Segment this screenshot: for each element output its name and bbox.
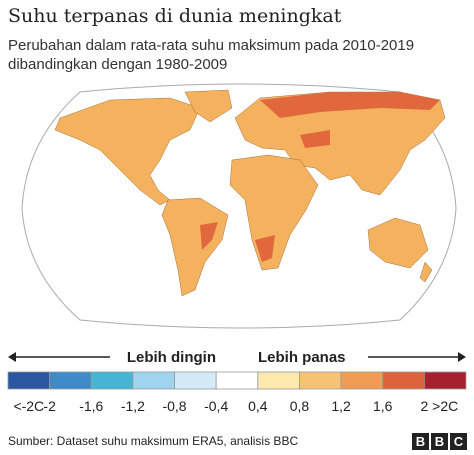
legend-swatch: [257, 371, 300, 390]
legend-end-label: >2C: [432, 398, 458, 414]
legend-tick-label: -0,4: [204, 398, 228, 414]
logo-box: [431, 433, 448, 450]
colder-label: Lebih dingin: [127, 349, 216, 366]
legend-tick-label: 0,8: [290, 398, 310, 414]
title: Suhu terpanas di dunia meningkat: [8, 5, 342, 27]
logo-box: [450, 433, 467, 450]
source: Sumber: Dataset suhu maksimum ERA5, anal…: [8, 434, 298, 448]
legend-swatch: [174, 371, 217, 390]
map: [21, 83, 457, 329]
legend-swatch: [340, 371, 384, 390]
subtitle: dibandingkan dengan 1980-2009: [8, 56, 227, 73]
legend-swatch: [7, 371, 51, 390]
legend-swatch: [132, 371, 175, 390]
legend-swatch: [49, 371, 92, 390]
subtitle: Perubahan dalam rata-rata suhu maksimum …: [8, 37, 414, 54]
legend-tick-label: 1,2: [331, 398, 351, 414]
legend-swatch: [299, 371, 342, 390]
logo-letter: B: [435, 434, 444, 449]
legend-end-label: <-2C: [13, 398, 44, 414]
legend-tick-label: -2: [43, 398, 56, 414]
legend-swatch: [90, 371, 134, 390]
legend-tick-label: 2: [420, 398, 428, 414]
logo-letter: B: [416, 434, 425, 449]
legend-swatch: [382, 371, 425, 390]
legend-tick-label: 0,4: [248, 398, 268, 414]
arrow-head: [8, 352, 16, 362]
warmer-label: Lebih panas: [258, 349, 346, 366]
legend-tick-label: -1,2: [121, 398, 145, 414]
legend: Lebih dingin Lebih panas: [8, 349, 466, 366]
legend-tick-label: -1,6: [79, 398, 103, 414]
arrow-head: [458, 352, 466, 362]
legend-swatch: [423, 371, 467, 390]
legend-swatch: [215, 371, 259, 390]
logo-box: [412, 433, 429, 450]
logo-letter: C: [454, 434, 464, 449]
legend-tick-label: -0,8: [162, 398, 186, 414]
legend-tick-label: 1,6: [373, 398, 393, 414]
